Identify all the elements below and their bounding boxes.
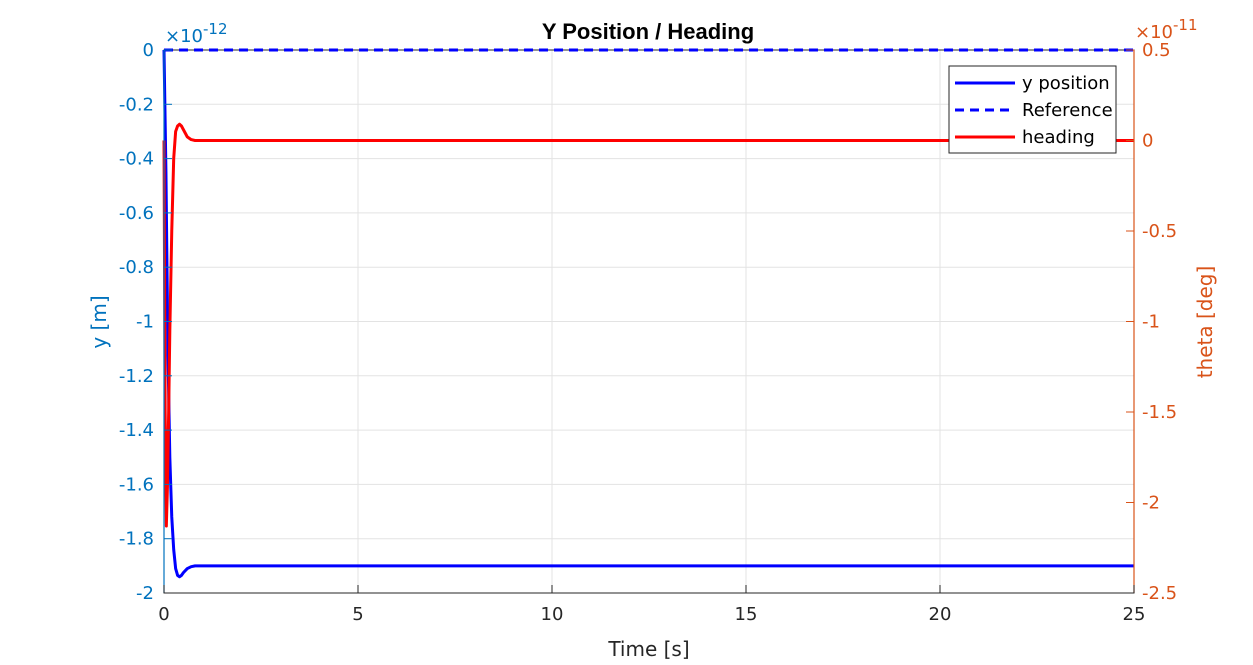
legend-label: y position (1022, 73, 1110, 94)
x-tick-label: 10 (541, 604, 564, 625)
y-left-tick-label: -1.4 (119, 420, 154, 441)
y-right-axis-label: theta [deg] (1193, 266, 1217, 379)
y-left-tick-label: -1.2 (119, 366, 154, 387)
y-left-tick-label: -0.6 (119, 203, 154, 224)
right-exponent-label: ×10-11 (1135, 16, 1198, 43)
right-exponent-power: -11 (1173, 16, 1198, 34)
y-left-tick-label: -0.8 (119, 257, 154, 278)
x-tick-label: 20 (929, 604, 952, 625)
y-left-tick-label: -0.2 (119, 94, 154, 115)
y-left-tick-label: -1 (136, 312, 154, 333)
y-left-tick-label: -0.4 (119, 149, 154, 170)
y-right-tick-label: -2.5 (1142, 583, 1177, 604)
x-axis-label: Time [s] (607, 637, 689, 661)
x-tick-label: 5 (352, 604, 363, 625)
chart-title: Y Position / Heading (542, 19, 754, 44)
y-right-tick-label: -2 (1142, 493, 1160, 514)
right-exponent-base: ×10 (1135, 22, 1173, 43)
y-right-tick-label: -0.5 (1142, 221, 1177, 242)
x-tick-label: 25 (1123, 604, 1146, 625)
x-tick-label: 0 (158, 604, 169, 625)
legend: y position Reference heading (948, 65, 1117, 154)
series-layer (162, 48, 1134, 579)
left-exponent-base: ×10 (165, 26, 203, 47)
y-right-tick-label: -1 (1142, 312, 1160, 333)
left-exponent-power: -12 (203, 20, 228, 38)
left-axis: 0 -0.2 -0.4 -0.6 -0.8 -1 -1.2 -1.4 -1.6 -1.8 -2 (119, 40, 172, 604)
y-left-tick-label: -1.8 (119, 529, 154, 550)
x-axis: 0 5 10 15 20 25 (158, 585, 1145, 625)
legend-label: Reference (1022, 100, 1113, 121)
grid (164, 50, 1134, 593)
y-right-tick-label: 0.5 (1142, 40, 1171, 61)
y-right-tick-label: -1.5 (1142, 402, 1177, 423)
right-axis: 0.5 0 -0.5 -1 -1.5 -2 -2.5 (1126, 40, 1177, 604)
left-exponent-label: ×10-12 (165, 20, 228, 47)
legend-label: heading (1022, 127, 1095, 148)
y-right-tick-label: 0 (1142, 131, 1153, 152)
series-line-heading (162, 122, 1134, 528)
y-left-tick-label: -1.6 (119, 474, 154, 495)
x-tick-label: 15 (735, 604, 758, 625)
y-left-axis-label: y [m] (87, 295, 111, 348)
y-left-tick-label: 0 (143, 40, 154, 61)
y-left-tick-label: -2 (136, 583, 154, 604)
